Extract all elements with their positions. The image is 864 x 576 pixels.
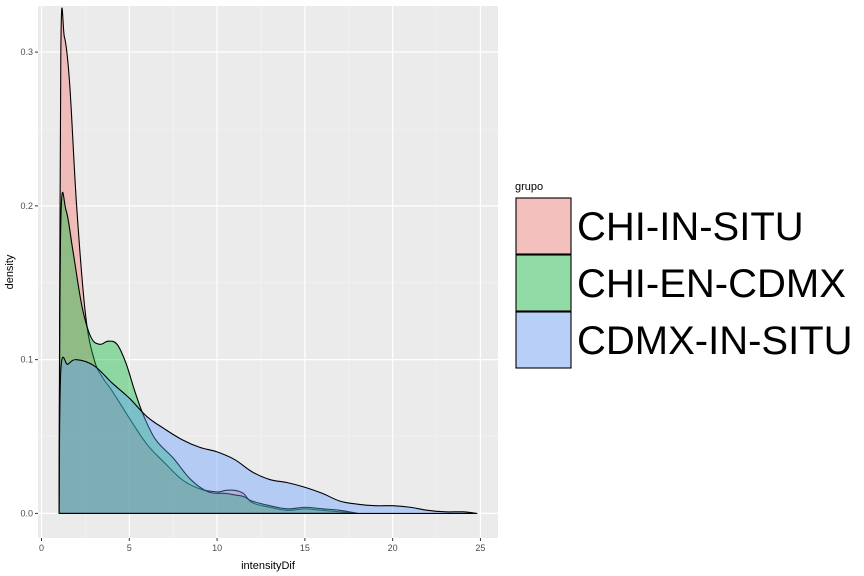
y-axis-title: density [4,254,16,289]
x-tick-label: 20 [388,543,398,553]
legend-key-chi-en-cdmx [515,254,572,312]
x-tick-label: 15 [300,543,310,553]
x-tick-label: 0 [39,543,44,553]
y-tick-label: 0.0 [20,508,33,518]
density-area-chi-in-situ [58,7,359,514]
density-area-cdmx-in-situ [58,356,478,514]
legend-key-bg [516,255,571,311]
plot-panel [38,6,498,538]
grid-minor [38,6,498,538]
density-areas [58,7,478,514]
x-tick-label: 10 [212,543,222,553]
x-axis: 0 5 10 15 20 25 [39,538,485,553]
legend-key-chi-in-situ [515,197,572,255]
legend-key-bg [516,198,571,254]
y-tick-label: 0.1 [20,355,33,365]
x-axis-title: intensityDif [241,560,296,572]
y-tick-label: 0.3 [20,47,33,57]
legend-label: CDMX-IN-SITU [577,319,853,363]
legend: CHI-IN-SITU CHI-EN-CDMX CDMX-IN-SITU [515,197,853,369]
x-tick-label: 5 [127,543,132,553]
y-axis: 0.0 0.1 0.2 0.3 [20,47,38,518]
legend-key-cdmx-in-situ [515,311,572,369]
density-area-chi-en-cdmx [58,191,359,514]
y-tick-label: 0.2 [20,201,33,211]
legend-title: grupo [515,181,543,193]
legend-label: CHI-EN-CDMX [577,262,846,306]
legend-key-bg [516,312,571,368]
legend-label: CHI-IN-SITU [577,205,804,249]
x-tick-label: 25 [475,543,485,553]
